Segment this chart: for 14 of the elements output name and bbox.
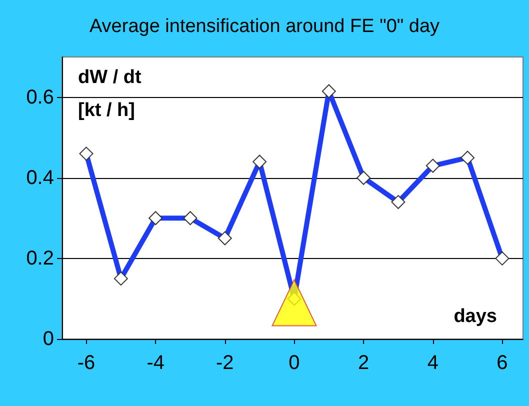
chart-title: Average intensification around FE "0" day [89, 16, 440, 37]
x-tick-label: -6 [77, 352, 96, 374]
y-axis-title: dW / dt [kt / h] [78, 67, 142, 121]
x-tick-label: 2 [358, 352, 370, 374]
y-tick-label: 0.2 [26, 247, 54, 270]
x-tick-label: 0 [288, 352, 300, 374]
y-tick-label: 0 [42, 328, 54, 350]
x-tick-label: -4 [146, 352, 164, 374]
x-axis-title: days [454, 306, 498, 327]
x-tick-label: 6 [496, 352, 508, 374]
x-tick-label: -2 [216, 352, 234, 374]
y-tick-label: 0.4 [26, 166, 54, 189]
y-tick-label: 0.6 [26, 86, 54, 108]
x-tick-label: 4 [427, 352, 438, 374]
